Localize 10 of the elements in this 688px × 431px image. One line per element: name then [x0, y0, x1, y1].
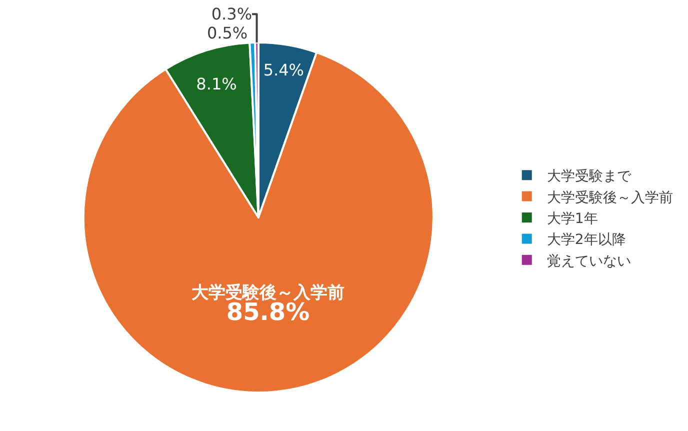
legend-label: 大学受験後～入学前: [546, 190, 673, 206]
data-label: 0.5%: [206, 24, 248, 43]
legend-label: 大学2年以降: [546, 232, 626, 248]
legend-label: 大学受験まで: [546, 168, 632, 185]
data-label: 大学受験後～入学前 85.8%: [192, 282, 345, 326]
data-label: 0.3%: [211, 4, 252, 24]
data-label: 5.4%: [263, 60, 304, 80]
legend-label: 大学1年: [546, 210, 598, 227]
data-label: 8.1%: [196, 74, 237, 94]
legend-label: 覚えていない: [546, 253, 631, 270]
